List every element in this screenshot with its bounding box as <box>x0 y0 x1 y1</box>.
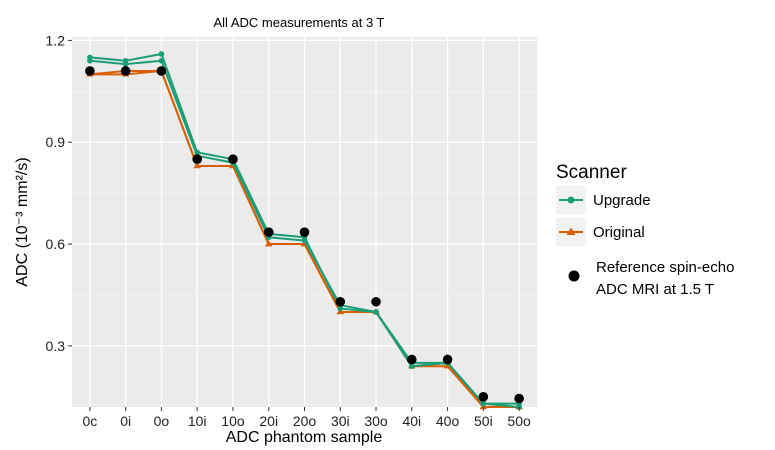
data-point-upgrade <box>87 57 93 64</box>
data-point-upgrade <box>301 237 308 244</box>
reference-point <box>228 154 238 165</box>
y-tick-label: 0.3 <box>46 338 66 354</box>
reference-point <box>192 154 202 165</box>
reference-point <box>335 296 346 307</box>
legend-label-reference-line1: Reference spin-echo <box>596 259 734 276</box>
reference-points <box>85 66 524 404</box>
reference-point <box>371 296 381 307</box>
reference-point <box>478 392 489 402</box>
legend-upgrade-marker <box>567 196 575 204</box>
x-tick-label: 0o <box>154 413 170 429</box>
x-tick-label: 0c <box>82 413 97 429</box>
legend-label-reference-line2: ADC MRI at 1.5 T <box>596 281 714 298</box>
x-tick-label: 40o <box>436 413 460 429</box>
x-tick-label: 10o <box>221 413 245 429</box>
x-tick-label: 50i <box>474 413 493 429</box>
reference-point <box>514 393 524 404</box>
x-tick-label: 0i <box>120 413 131 429</box>
reference-point <box>299 227 310 237</box>
y-tick-label: 0.9 <box>46 134 66 150</box>
x-tick-label: 30i <box>331 413 350 429</box>
data-point-upgrade <box>158 57 165 64</box>
data-point-upgrade <box>480 400 487 407</box>
x-tick-label: 30o <box>364 413 388 429</box>
gridlines <box>72 37 537 407</box>
legend-label-original: Original <box>593 224 645 241</box>
y-tick-label: 1.2 <box>46 32 66 48</box>
chart-title: All ADC measurements at 3 T <box>214 15 385 30</box>
reference-point <box>407 354 417 365</box>
data-point-upgrade <box>409 363 415 370</box>
x-tick-label: 20o <box>293 413 317 429</box>
x-tick-label: 20i <box>259 413 278 429</box>
data-point-upgrade <box>158 51 165 57</box>
y-tick-label: 0.6 <box>46 236 66 252</box>
legend-original-marker <box>566 227 576 235</box>
x-axis-title: ADC phantom sample <box>226 429 383 446</box>
reference-point <box>120 66 131 76</box>
reference-point <box>263 227 274 237</box>
reference-point <box>156 66 167 76</box>
data-point-original <box>264 240 273 247</box>
x-axis: 0c 0i 0o 10i 10o 20i 20o 30i 30o 40i 40o 50i 50o <box>82 407 531 429</box>
reference-point <box>442 354 453 365</box>
reference-point <box>85 66 95 76</box>
data-point-upgrade <box>373 309 379 315</box>
legend: Scanner Upgrade Original Reference spin-… <box>556 162 734 298</box>
x-tick-label: 10i <box>188 413 207 429</box>
legend-label-upgrade: Upgrade <box>593 192 651 209</box>
y-axis-title: ADC (10⁻³ mm²/s) <box>14 157 31 286</box>
y-axis: 0.3 0.6 0.9 1.2 <box>46 32 72 354</box>
data-point-original <box>193 162 201 169</box>
legend-title: Scanner <box>556 162 627 183</box>
x-tick-label: 50o <box>507 413 531 429</box>
data-point-upgrade <box>122 61 129 67</box>
legend-reference-marker <box>568 270 580 282</box>
x-tick-label: 40i <box>402 413 421 429</box>
